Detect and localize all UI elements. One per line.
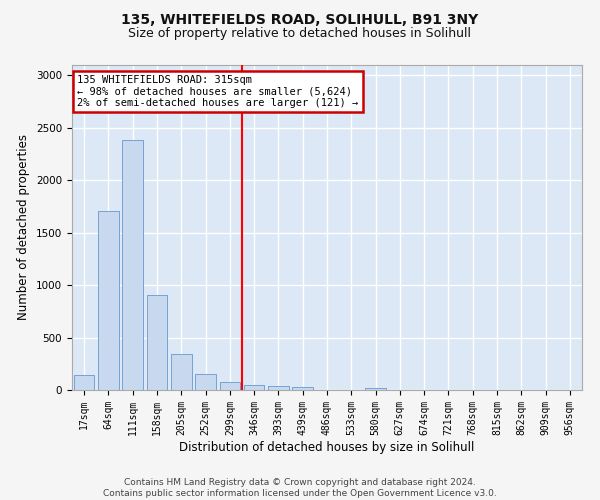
Bar xyxy=(122,140,143,390)
Bar xyxy=(171,354,191,390)
Bar xyxy=(220,382,240,390)
Text: Contains HM Land Registry data © Crown copyright and database right 2024.
Contai: Contains HM Land Registry data © Crown c… xyxy=(103,478,497,498)
Bar xyxy=(268,386,289,390)
Text: 135 WHITEFIELDS ROAD: 315sqm
← 98% of detached houses are smaller (5,624)
2% of : 135 WHITEFIELDS ROAD: 315sqm ← 98% of de… xyxy=(77,74,358,108)
Text: 135, WHITEFIELDS ROAD, SOLIHULL, B91 3NY: 135, WHITEFIELDS ROAD, SOLIHULL, B91 3NY xyxy=(121,12,479,26)
Bar xyxy=(74,376,94,390)
Y-axis label: Number of detached properties: Number of detached properties xyxy=(17,134,31,320)
Text: Size of property relative to detached houses in Solihull: Size of property relative to detached ho… xyxy=(128,28,472,40)
Bar xyxy=(365,388,386,390)
Bar xyxy=(98,210,119,390)
Bar xyxy=(292,388,313,390)
X-axis label: Distribution of detached houses by size in Solihull: Distribution of detached houses by size … xyxy=(179,440,475,454)
Bar xyxy=(195,374,216,390)
Bar xyxy=(146,294,167,390)
Bar xyxy=(244,385,265,390)
